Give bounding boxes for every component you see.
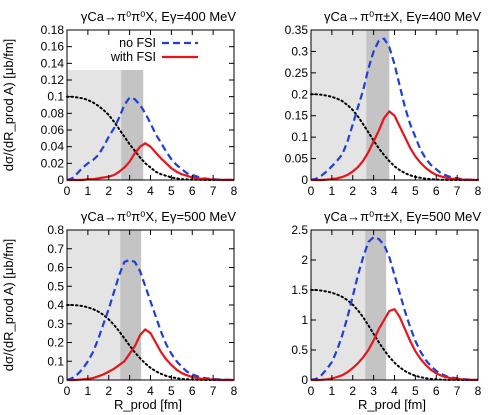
x-tick-label: 7 bbox=[454, 384, 461, 398]
y-tick-label: 0.06 bbox=[41, 123, 65, 137]
y-tick-label: 0.1 bbox=[291, 130, 308, 144]
x-tick-label: 6 bbox=[433, 384, 440, 398]
x-tick-label: 5 bbox=[168, 384, 175, 398]
x-tick-label: 1 bbox=[85, 384, 92, 398]
y-tick-label: 0.2 bbox=[47, 336, 64, 350]
legend-label: no FSI bbox=[119, 36, 156, 50]
x-tick-label: 3 bbox=[370, 384, 377, 398]
x-tick-label: 3 bbox=[126, 384, 133, 398]
y-tick-label: 0.5 bbox=[291, 343, 308, 357]
y-tick-label: 0.02 bbox=[41, 156, 65, 170]
panel-top-right: 0 1 2 3 4 5 6 7 800.050.10.150.20.250.30.35γCa→π… bbox=[285, 9, 482, 198]
series-line-with-fsi bbox=[67, 142, 235, 182]
x-tick-label: 2 bbox=[349, 384, 356, 398]
x-tick-label: 1 bbox=[329, 184, 336, 198]
x-tick-label: 5 bbox=[412, 384, 419, 398]
y-tick-label: 0.5 bbox=[47, 279, 64, 293]
y-tick-label: 0.15 bbox=[285, 109, 309, 123]
y-tick-label: 1 bbox=[301, 313, 308, 327]
x-tick-label: 8 bbox=[475, 384, 482, 398]
x-axis-label-right: R_prod [fm] bbox=[358, 397, 426, 412]
series-line-with-fsi bbox=[311, 110, 479, 182]
x-tick-label: 6 bbox=[189, 384, 196, 398]
x-tick-label: 0 bbox=[64, 384, 71, 398]
y-tick-label: 0.04 bbox=[41, 140, 65, 154]
x-tick-label: 8 bbox=[231, 384, 238, 398]
panel-title: γCa→π⁰π±X, Eγ=500 MeV bbox=[324, 209, 481, 224]
x-tick-label: 8 bbox=[475, 184, 482, 198]
x-tick-label: 2 bbox=[349, 184, 356, 198]
x-tick-label: 6 bbox=[433, 184, 440, 198]
x-tick-label: 7 bbox=[210, 184, 217, 198]
y-tick-label: 0.05 bbox=[285, 152, 309, 166]
x-tick-label: 0 bbox=[308, 384, 315, 398]
y-tick-label: 0.2 bbox=[291, 87, 308, 101]
x-tick-label: 6 bbox=[189, 184, 196, 198]
y-tick-label: 0.16 bbox=[41, 40, 65, 54]
y-tick-label: 0.1 bbox=[47, 90, 64, 104]
y-axis-label-top: dσ/(dR_prod A) [μb/fm] bbox=[1, 39, 16, 172]
x-tick-label: 4 bbox=[147, 384, 154, 398]
x-tick-label: 5 bbox=[168, 184, 175, 198]
x-tick-label: 7 bbox=[454, 184, 461, 198]
x-tick-label: 1 bbox=[85, 184, 92, 198]
panel-bottom-left: 0 1 2 3 4 5 6 7 800.10.20.30.40.50.60.70.8γCa→π⁰… bbox=[47, 209, 237, 398]
y-tick-label: 0.6 bbox=[47, 261, 64, 275]
x-tick-label: 0 bbox=[64, 184, 71, 198]
x-tick-label: 5 bbox=[412, 184, 419, 198]
y-tick-label: 0.35 bbox=[285, 23, 309, 37]
x-tick-label: 0 bbox=[308, 184, 315, 198]
x-tick-label: 4 bbox=[391, 184, 398, 198]
x-tick-label: 3 bbox=[126, 184, 133, 198]
y-tick-label: 0 bbox=[57, 373, 64, 387]
y-axis-label-bottom: dσ/(dR_prod A) [μb/fm] bbox=[1, 239, 16, 372]
x-tick-label: 2 bbox=[105, 384, 112, 398]
series-line-with-fsi bbox=[311, 308, 479, 382]
y-tick-label: 1.5 bbox=[291, 283, 308, 297]
y-tick-label: 2.5 bbox=[291, 223, 308, 237]
x-tick-label: 7 bbox=[210, 384, 217, 398]
x-tick-label: 2 bbox=[105, 184, 112, 198]
y-tick-label: 0.12 bbox=[41, 73, 65, 87]
series-line-no-fsi bbox=[310, 236, 479, 382]
y-tick-label: 0 bbox=[301, 173, 308, 187]
band-dark bbox=[120, 230, 142, 380]
x-tick-label: 3 bbox=[370, 184, 377, 198]
y-tick-label: 0 bbox=[301, 373, 308, 387]
y-tick-label: 0.25 bbox=[285, 66, 309, 80]
y-tick-label: 0.4 bbox=[47, 298, 64, 312]
y-tick-label: 0.1 bbox=[47, 354, 64, 368]
x-tick-label: 8 bbox=[231, 184, 238, 198]
y-tick-label: 0.08 bbox=[41, 106, 65, 120]
x-tick-label: 4 bbox=[147, 184, 154, 198]
y-tick-label: 0.3 bbox=[47, 317, 64, 331]
series-line-no-fsi bbox=[310, 37, 479, 182]
x-tick-label: 1 bbox=[329, 384, 336, 398]
band-dark bbox=[365, 230, 387, 380]
y-tick-label: 0 bbox=[57, 173, 64, 187]
y-tick-label: 0.18 bbox=[41, 23, 65, 37]
panel-title: γCa→π⁰π±X, Eγ=400 MeV bbox=[324, 9, 481, 24]
y-tick-label: 0.14 bbox=[41, 56, 65, 70]
y-tick-label: 0.7 bbox=[47, 242, 64, 256]
panel-title: γCa→π⁰π⁰X, Eγ=500 MeV bbox=[81, 209, 236, 224]
y-tick-label: 0.3 bbox=[291, 44, 308, 58]
panel-title: γCa→π⁰π⁰X, Eγ=400 MeV bbox=[81, 9, 236, 24]
x-axis-label-left: R_prod [fm] bbox=[114, 397, 182, 412]
y-tick-label: 2 bbox=[301, 253, 308, 267]
legend-label: with FSI bbox=[110, 50, 156, 64]
x-tick-label: 4 bbox=[391, 384, 398, 398]
series-line-with-fsi bbox=[67, 328, 234, 382]
band-dark bbox=[121, 70, 144, 180]
panel-top-left: 0 1 2 3 4 5 6 7 800.020.040.060.080.10.120.140.1… bbox=[41, 9, 238, 198]
y-tick-label: 0.8 bbox=[47, 223, 64, 237]
